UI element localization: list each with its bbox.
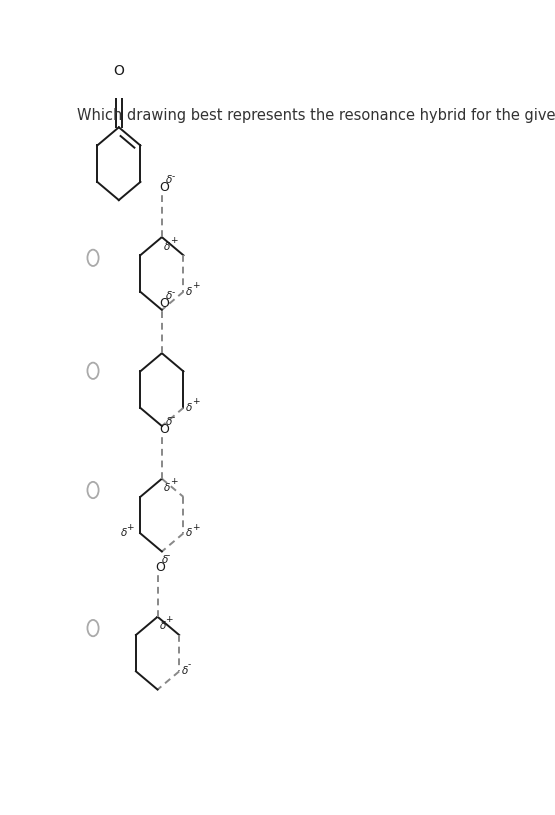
Text: +: + [191, 397, 199, 406]
Text: -: - [171, 172, 175, 181]
Text: O: O [160, 423, 170, 436]
Text: δ: δ [186, 403, 193, 413]
Text: +: + [191, 522, 199, 531]
Text: +: + [170, 236, 177, 244]
Text: +: + [191, 281, 199, 290]
Text: δ: δ [160, 621, 166, 631]
Text: -: - [167, 552, 170, 561]
Text: δ: δ [121, 528, 127, 539]
Text: δ: δ [181, 667, 188, 676]
Text: δ: δ [164, 241, 170, 252]
Text: O: O [113, 64, 124, 78]
Text: -: - [188, 661, 190, 670]
Text: δ: δ [186, 287, 193, 297]
Text: O: O [160, 297, 170, 311]
Text: O: O [160, 181, 170, 194]
Text: δ: δ [166, 416, 172, 427]
Text: δ: δ [186, 528, 193, 539]
Text: δ: δ [162, 555, 168, 565]
Text: -: - [171, 288, 175, 297]
Text: +: + [127, 522, 134, 531]
Text: δ: δ [166, 175, 172, 185]
Text: Which drawing best represents the resonance hybrid for the given molecule?: Which drawing best represents the resona… [77, 108, 555, 123]
Text: δ: δ [164, 483, 170, 493]
Text: O: O [155, 561, 165, 574]
Text: δ: δ [166, 291, 172, 302]
Text: +: + [170, 478, 177, 487]
Text: +: + [165, 615, 173, 624]
Text: -: - [171, 413, 175, 422]
